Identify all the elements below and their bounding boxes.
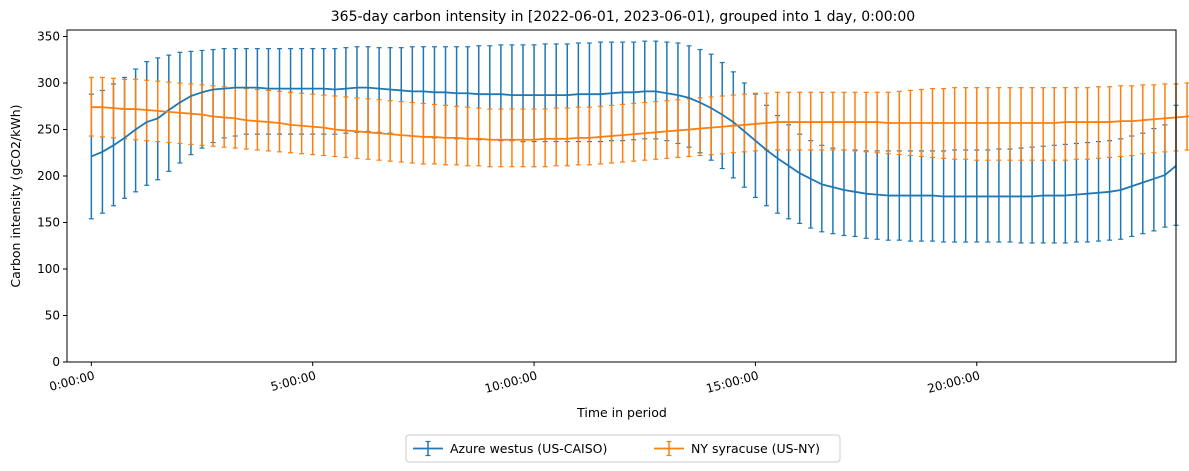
y-tick-label: 250 xyxy=(37,123,60,137)
y-tick-label: 350 xyxy=(37,30,60,44)
legend-swatch-ny-syracuse xyxy=(654,440,684,457)
legend: Azure westus (US-CAISO) NY syracuse (US-… xyxy=(405,434,841,463)
y-tick-label: 0 xyxy=(52,355,60,369)
chart-title: 365-day carbon intensity in [2022-06-01,… xyxy=(331,9,915,25)
legend-label-ny-syracuse: NY syracuse (US-NY) xyxy=(691,441,820,456)
legend-label-azure-westus: Azure westus (US-CAISO) xyxy=(450,441,607,456)
y-tick-label: 200 xyxy=(37,169,60,183)
y-tick-label: 50 xyxy=(45,309,60,323)
y-tick-label: 100 xyxy=(37,262,60,276)
series-line-1 xyxy=(91,106,1189,141)
y-tick-label: 300 xyxy=(37,76,60,90)
legend-swatch-azure-westus xyxy=(413,440,443,457)
x-axis-label: Time in period xyxy=(576,405,667,420)
legend-box xyxy=(405,434,841,463)
y-tick-label: 150 xyxy=(37,216,60,230)
plot-area xyxy=(88,40,1189,244)
y-axis-label: Carbon intensity (gCO2/kWh) xyxy=(8,104,23,287)
series-line-0 xyxy=(91,86,1177,198)
plot-frame xyxy=(66,29,1177,363)
